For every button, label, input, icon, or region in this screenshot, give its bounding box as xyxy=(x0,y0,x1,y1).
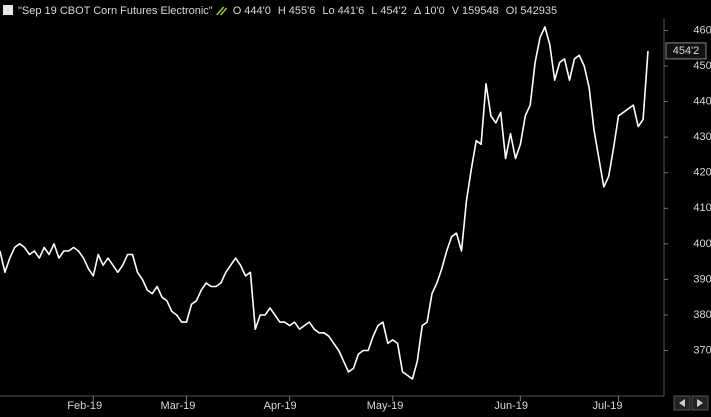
y-tick-label: 380'0 xyxy=(693,309,711,321)
y-tick-label: 390'0 xyxy=(693,273,711,285)
last-price-box xyxy=(665,42,707,60)
arrow-left xyxy=(679,399,685,407)
y-tick-label: 410'0 xyxy=(693,202,711,214)
stat-label: Lo xyxy=(322,5,334,17)
y-tick-label: 400'0 xyxy=(693,238,711,250)
stat-value: 455'6 xyxy=(289,5,316,17)
stat-value: 444'0 xyxy=(244,5,271,17)
x-tick-label: Jul-19 xyxy=(593,400,623,412)
stat-label: L xyxy=(371,5,377,17)
price-line xyxy=(0,26,649,380)
stat-label: H xyxy=(278,5,286,17)
last-price-label: 454'2 xyxy=(673,45,700,57)
stat-value: 10'0 xyxy=(424,5,444,17)
stat-value: 542935 xyxy=(520,5,557,17)
stat-label: V xyxy=(452,5,460,17)
stat-value: 441'6 xyxy=(338,5,365,17)
chart-title: "Sep 19 CBOT Corn Futures Electronic" xyxy=(18,5,213,17)
stat-value: 159548 xyxy=(462,5,499,17)
y-tick-label: 420'0 xyxy=(693,167,711,179)
y-tick-label: 460'0 xyxy=(693,24,711,36)
stats: O 444'0 H 455'6 Lo 441'6 L 454'2 Δ 10'0 V 159548 OI 5… xyxy=(233,5,557,17)
stat-label: O xyxy=(233,5,242,17)
x-tick-label: Apr-19 xyxy=(264,400,297,412)
y-tick-label: 430'0 xyxy=(693,131,711,143)
scroll-buttons[interactable] xyxy=(673,395,709,411)
y-tick-label: 370'0 xyxy=(693,344,711,356)
x-tick-label: Jun-19 xyxy=(494,400,528,412)
x-tick-label: Mar-19 xyxy=(161,400,196,412)
x-tick-label: Feb-19 xyxy=(67,400,102,412)
y-tick-label: 440'0 xyxy=(693,95,711,107)
arrow-right xyxy=(697,399,703,407)
stat-label: OI xyxy=(506,5,518,17)
edit-icon[interactable] xyxy=(216,6,228,16)
stat-value: 454'2 xyxy=(380,5,407,17)
y-tick-label: 450'0 xyxy=(693,60,711,72)
stat-label: Δ xyxy=(414,5,422,17)
legend-checkbox[interactable] xyxy=(3,5,13,15)
x-tick-label: May-19 xyxy=(367,400,404,412)
